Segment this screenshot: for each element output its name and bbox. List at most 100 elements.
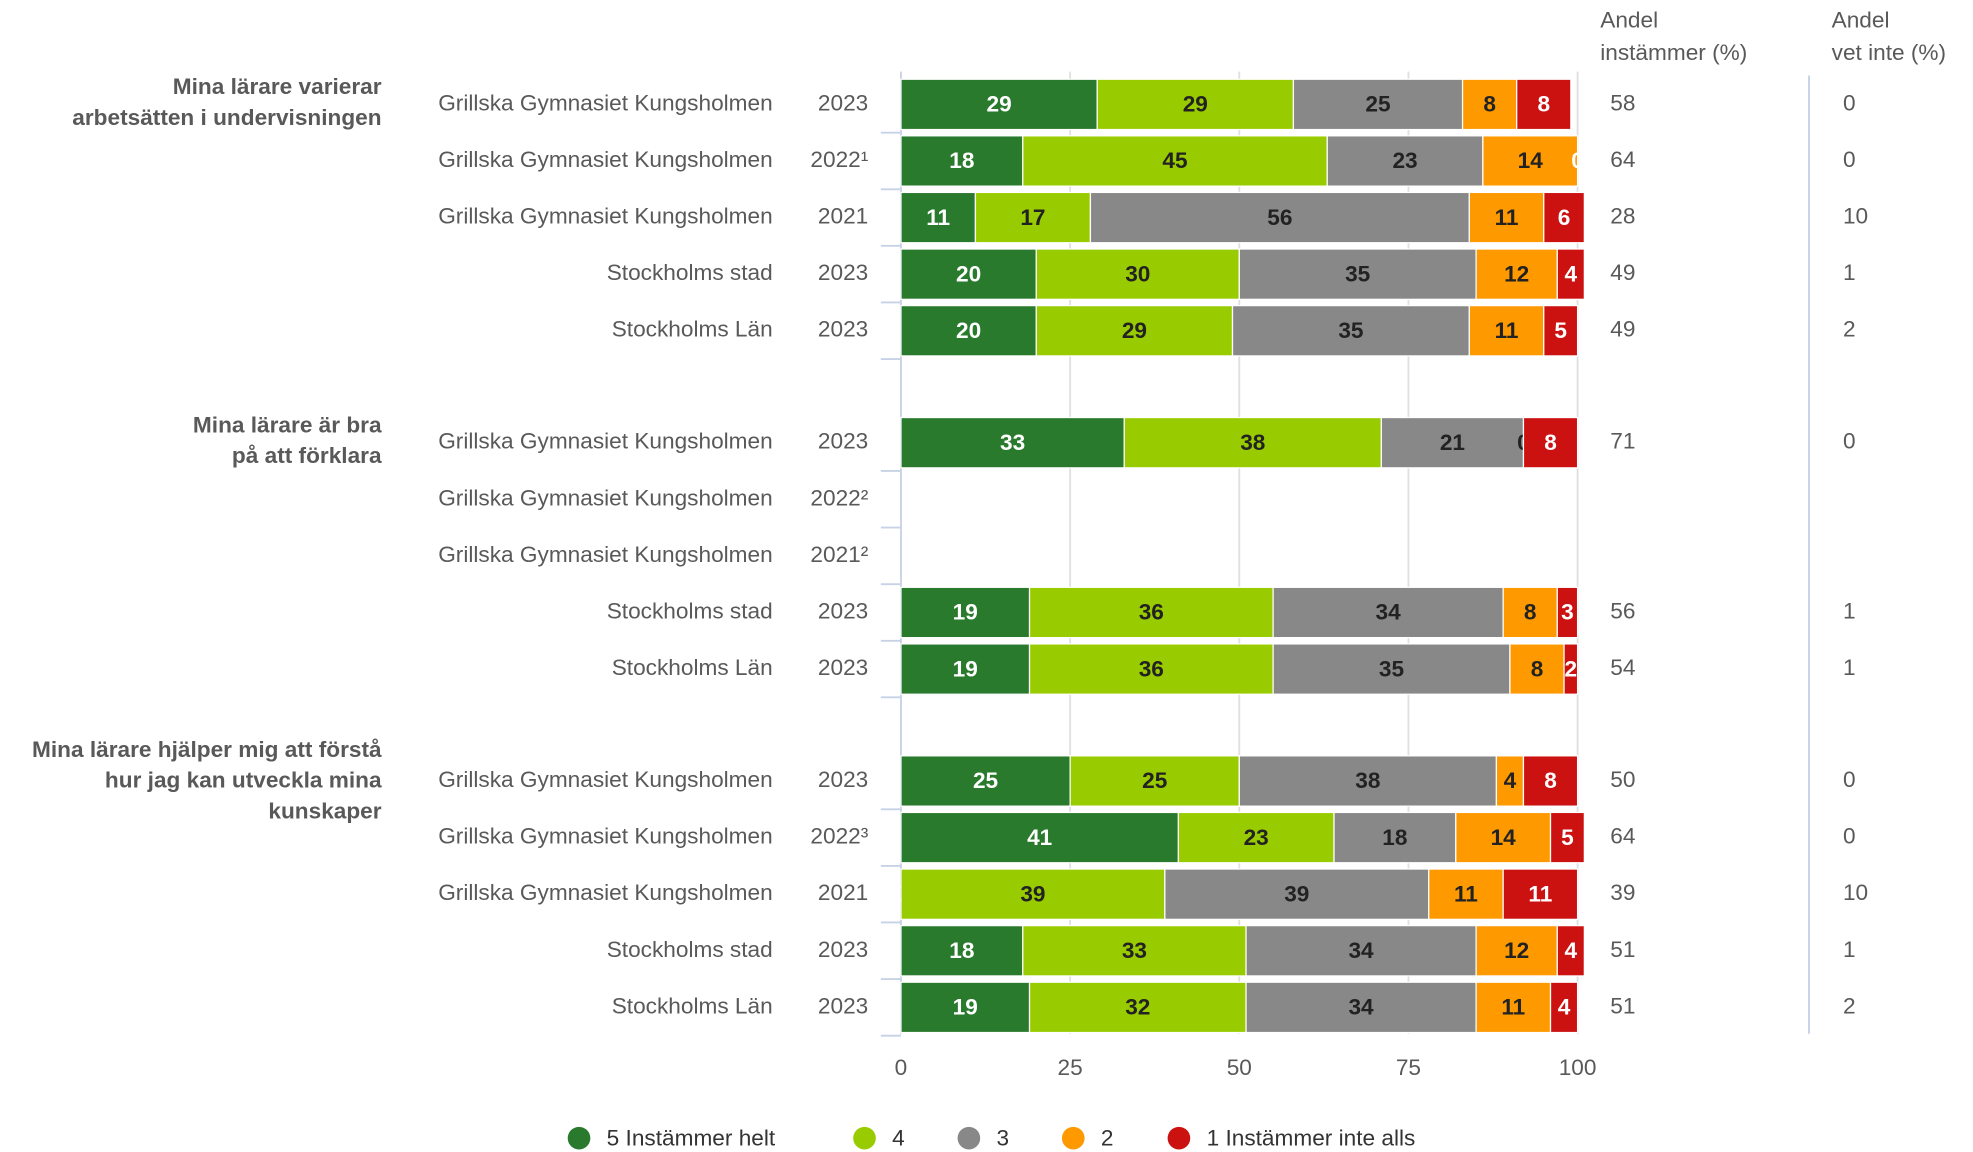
segment-label: 35 [1379, 656, 1404, 681]
bar-segment [1475, 924, 1558, 977]
bar-segment [1549, 811, 1585, 864]
segment-label: 14 [1491, 825, 1517, 850]
bar-segment [1522, 416, 1579, 469]
bar-segment [1380, 416, 1525, 469]
segment-label: 25 [1142, 768, 1167, 793]
bar-segment [1522, 755, 1579, 807]
segment-label: 29 [1183, 92, 1208, 117]
segment-label: 8 [1483, 92, 1496, 117]
column-value: 49 [1610, 260, 1635, 285]
x-tick-label: 25 [1058, 1055, 1083, 1080]
segment-label: 14 [1518, 148, 1544, 173]
segment-label: 25 [973, 768, 998, 793]
segment-label: 19 [953, 600, 978, 625]
bar-segment [1516, 78, 1572, 131]
segment-label: 34 [1348, 995, 1374, 1020]
legend-swatch [853, 1126, 876, 1150]
column-value: 39 [1610, 880, 1635, 905]
bar-segment [900, 643, 1031, 695]
row-year: 2021 [818, 880, 868, 905]
bar-segment [1468, 304, 1545, 357]
segment-label: 12 [1504, 261, 1529, 286]
x-tick-label: 50 [1227, 1055, 1252, 1080]
segment-label: 4 [1565, 938, 1578, 963]
row-label: Stockholms Län [612, 993, 773, 1018]
segment-label: 23 [1244, 825, 1269, 850]
bar-segment [1543, 191, 1585, 244]
row-label: Grillska Gymnasiet Kungsholmen [438, 542, 772, 567]
row-label: Grillska Gymnasiet Kungsholmen [438, 767, 772, 792]
segment-label: 8 [1537, 92, 1550, 117]
segment-label: 4 [1565, 261, 1578, 286]
column-value: 54 [1610, 655, 1635, 680]
bar-segment [1428, 868, 1504, 920]
bar-segment [1035, 248, 1240, 300]
row-year: 2023 [818, 317, 868, 342]
legend-swatch [1167, 1126, 1191, 1150]
bar-segment [1164, 868, 1430, 920]
segment-label: 23 [1392, 148, 1417, 173]
group-label: Mina lärare är bra [193, 412, 382, 437]
segment-label: 39 [1020, 881, 1045, 906]
row-label: Grillska Gymnasiet Kungsholmen [438, 90, 772, 115]
column-value: 10 [1843, 880, 1868, 905]
segment-label: 12 [1504, 938, 1529, 963]
segment-label: 5 [1554, 318, 1567, 343]
segment-label: 11 [1495, 318, 1519, 343]
bar-segment [1022, 135, 1328, 187]
segment-label: 20 [956, 318, 981, 343]
row-year: 2022¹ [810, 147, 868, 172]
segment-label: 19 [953, 995, 978, 1020]
row-label: Stockholms Län [612, 317, 773, 342]
bar-segment [974, 191, 1092, 244]
bar-segment [900, 586, 1031, 639]
row-year: 2023 [818, 993, 868, 1018]
bar-segment [900, 924, 1024, 977]
segment-label: 33 [1000, 430, 1025, 455]
segment-label: 17 [1020, 205, 1045, 230]
column-value: 1 [1843, 598, 1856, 623]
segment-label: 11 [1495, 205, 1519, 230]
row-label: Grillska Gymnasiet Kungsholmen [438, 429, 772, 454]
row-year: 2022³ [810, 824, 868, 849]
bar-segment [1231, 304, 1470, 357]
segment-label: 56 [1267, 205, 1292, 230]
bar-segment [1272, 586, 1504, 639]
bar-segment [900, 78, 1098, 131]
segment-label: 30 [1125, 261, 1150, 286]
row-year: 2023 [818, 655, 868, 680]
bar-segment [1028, 981, 1247, 1034]
segment-label: 29 [987, 92, 1012, 117]
column-value: 1 [1843, 655, 1856, 680]
bar-segment [1238, 755, 1498, 807]
bar-segment [1482, 135, 1579, 187]
segment-label: 45 [1162, 148, 1187, 173]
legend-label: 3 [997, 1125, 1010, 1150]
row-label: Stockholms stad [607, 260, 773, 285]
bar-segment [1177, 811, 1335, 864]
segment-label: 4 [1558, 995, 1571, 1020]
legend-swatch [567, 1126, 591, 1150]
segment-label: 35 [1338, 318, 1363, 343]
segment-label: 11 [926, 205, 950, 230]
segment-label: 2 [1565, 656, 1578, 681]
group-label: Mina lärare varierar [173, 74, 382, 99]
bar-segment [900, 191, 977, 244]
bar-segment [1556, 586, 1579, 639]
column-value: 71 [1610, 429, 1635, 454]
row-year: 2022² [810, 485, 868, 510]
column-value: 2 [1843, 317, 1856, 342]
segment-label: 19 [953, 656, 978, 681]
column-header: Andel [1600, 7, 1658, 32]
group-label: hur jag kan utveckla mina [105, 768, 382, 793]
column-value: 28 [1610, 204, 1635, 229]
row-year: 2023 [818, 598, 868, 623]
bar-segment [900, 811, 1180, 864]
row-label: Grillska Gymnasiet Kungsholmen [438, 824, 772, 849]
bar-segment [1333, 811, 1457, 864]
column-value: 58 [1610, 90, 1635, 115]
row-label: Grillska Gymnasiet Kungsholmen [438, 147, 772, 172]
legend-label: 4 [892, 1125, 905, 1150]
